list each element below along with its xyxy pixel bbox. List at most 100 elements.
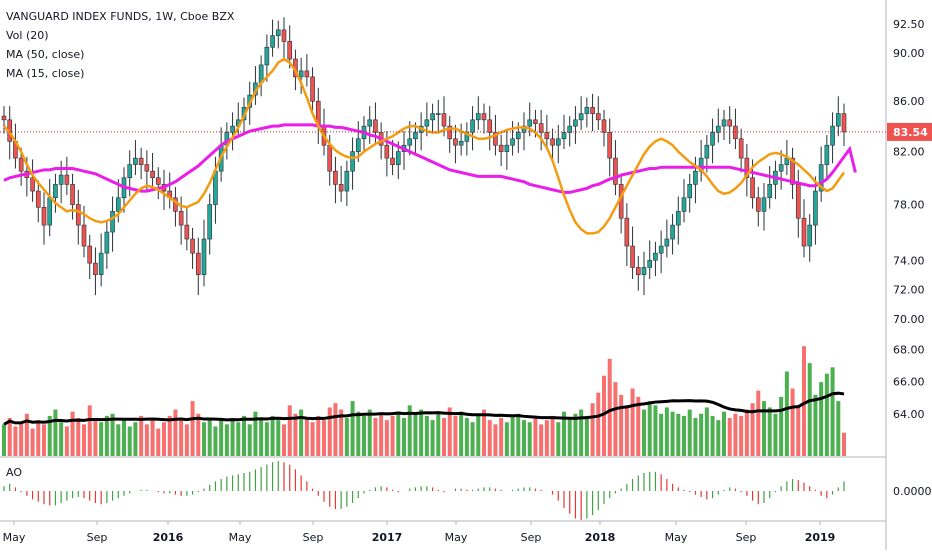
candles bbox=[1, 17, 847, 296]
volume-bar bbox=[459, 411, 464, 456]
volume-bar bbox=[316, 415, 321, 456]
candle-body bbox=[98, 252, 104, 275]
candle-body bbox=[75, 204, 81, 226]
volume-bar bbox=[373, 418, 378, 456]
volume-bar bbox=[807, 363, 812, 456]
candle-body bbox=[47, 197, 53, 226]
volume-bar bbox=[470, 422, 475, 456]
volume-bar bbox=[482, 409, 486, 456]
volume-bar bbox=[190, 401, 195, 456]
volume-bar bbox=[356, 411, 361, 456]
candle-body bbox=[304, 70, 310, 78]
candle-body bbox=[53, 184, 58, 199]
volume-bar bbox=[53, 409, 58, 456]
time-tick-label: May bbox=[229, 531, 252, 544]
volume-bar bbox=[676, 413, 681, 456]
candle-body bbox=[653, 252, 658, 261]
candle-body bbox=[298, 70, 304, 78]
price-tick-label: 90.00 bbox=[893, 47, 925, 60]
volume-bar bbox=[202, 422, 206, 456]
candle-body bbox=[35, 190, 41, 208]
candle-body bbox=[481, 113, 487, 121]
candle-body bbox=[790, 157, 795, 185]
volume-bar bbox=[282, 424, 286, 456]
volume-bar bbox=[544, 420, 549, 456]
volume-bar bbox=[179, 420, 184, 456]
candle-body bbox=[30, 177, 35, 192]
volume-bar bbox=[70, 411, 75, 456]
candle-body bbox=[630, 245, 635, 268]
candle-body bbox=[658, 245, 664, 254]
candle-body bbox=[778, 164, 784, 172]
candle-body bbox=[133, 157, 138, 165]
candle-body bbox=[555, 138, 561, 146]
candle-body bbox=[104, 231, 110, 254]
candle-body bbox=[538, 123, 544, 133]
candle-body bbox=[527, 119, 533, 127]
volume-bar bbox=[247, 424, 252, 456]
volume-bar bbox=[539, 424, 544, 456]
time-tick-label: May bbox=[445, 531, 468, 544]
volume-bar bbox=[13, 426, 18, 456]
volume-bar bbox=[253, 411, 258, 456]
candle-body bbox=[310, 76, 315, 102]
volume-bar bbox=[750, 403, 755, 456]
legend-ao[interactable]: AO bbox=[6, 466, 22, 479]
candle-body bbox=[178, 211, 184, 226]
volume-bar bbox=[276, 420, 281, 456]
volume-bar bbox=[242, 415, 246, 456]
volume-bar bbox=[710, 415, 715, 456]
volume-ma-line bbox=[3, 391, 845, 426]
volume-bar bbox=[110, 413, 115, 456]
candle-body bbox=[578, 113, 584, 121]
time-tick-label: 2019 bbox=[805, 531, 836, 544]
legend-ma50[interactable]: MA (50, close) bbox=[6, 48, 85, 61]
time-tick-label: Sep bbox=[303, 531, 324, 544]
volume-bar bbox=[613, 382, 618, 456]
last-price-label: 83.54 bbox=[893, 126, 928, 139]
candle-body bbox=[521, 125, 527, 133]
volume-bar bbox=[624, 405, 629, 456]
candle-body bbox=[584, 107, 590, 114]
volume-bar bbox=[630, 388, 635, 456]
time-tick-label: 2017 bbox=[372, 531, 403, 544]
volume-bar bbox=[733, 413, 738, 456]
candle-body bbox=[595, 113, 601, 121]
volume-bar bbox=[567, 418, 572, 456]
candle-body bbox=[195, 252, 201, 275]
candle-body bbox=[561, 132, 567, 140]
volume-bar bbox=[173, 409, 178, 456]
volume-bar bbox=[779, 396, 784, 456]
candle-body bbox=[801, 217, 807, 247]
candle-body bbox=[498, 144, 504, 152]
volume-bar bbox=[659, 413, 664, 456]
time-tick-label: Sep bbox=[87, 531, 108, 544]
candle-body bbox=[567, 125, 573, 133]
volume-bar bbox=[64, 426, 69, 456]
candle-body bbox=[687, 184, 693, 199]
last-price-badge bbox=[887, 122, 932, 141]
price-tick-label: 70.00 bbox=[893, 313, 925, 326]
candle-body bbox=[384, 144, 390, 159]
time-tick-label: May bbox=[3, 531, 26, 544]
candle-body bbox=[264, 46, 270, 66]
candle-body bbox=[453, 138, 458, 146]
volume-bar bbox=[82, 424, 86, 456]
volume-bar bbox=[516, 413, 521, 456]
candle-body bbox=[761, 197, 767, 212]
candle-body bbox=[93, 262, 98, 275]
candle-body bbox=[184, 224, 190, 240]
candle-body bbox=[681, 197, 687, 212]
legend-ma15[interactable]: MA (15, close) bbox=[6, 67, 85, 80]
candle-body bbox=[430, 113, 435, 121]
legend-vol[interactable]: Vol (20) bbox=[6, 29, 49, 42]
volume-bar bbox=[219, 420, 224, 456]
volume-bar bbox=[670, 411, 675, 456]
candle-body bbox=[367, 119, 373, 127]
candle-body bbox=[190, 238, 195, 254]
candle-body bbox=[624, 217, 630, 247]
candle-body bbox=[150, 170, 155, 179]
candle-body bbox=[487, 119, 493, 133]
